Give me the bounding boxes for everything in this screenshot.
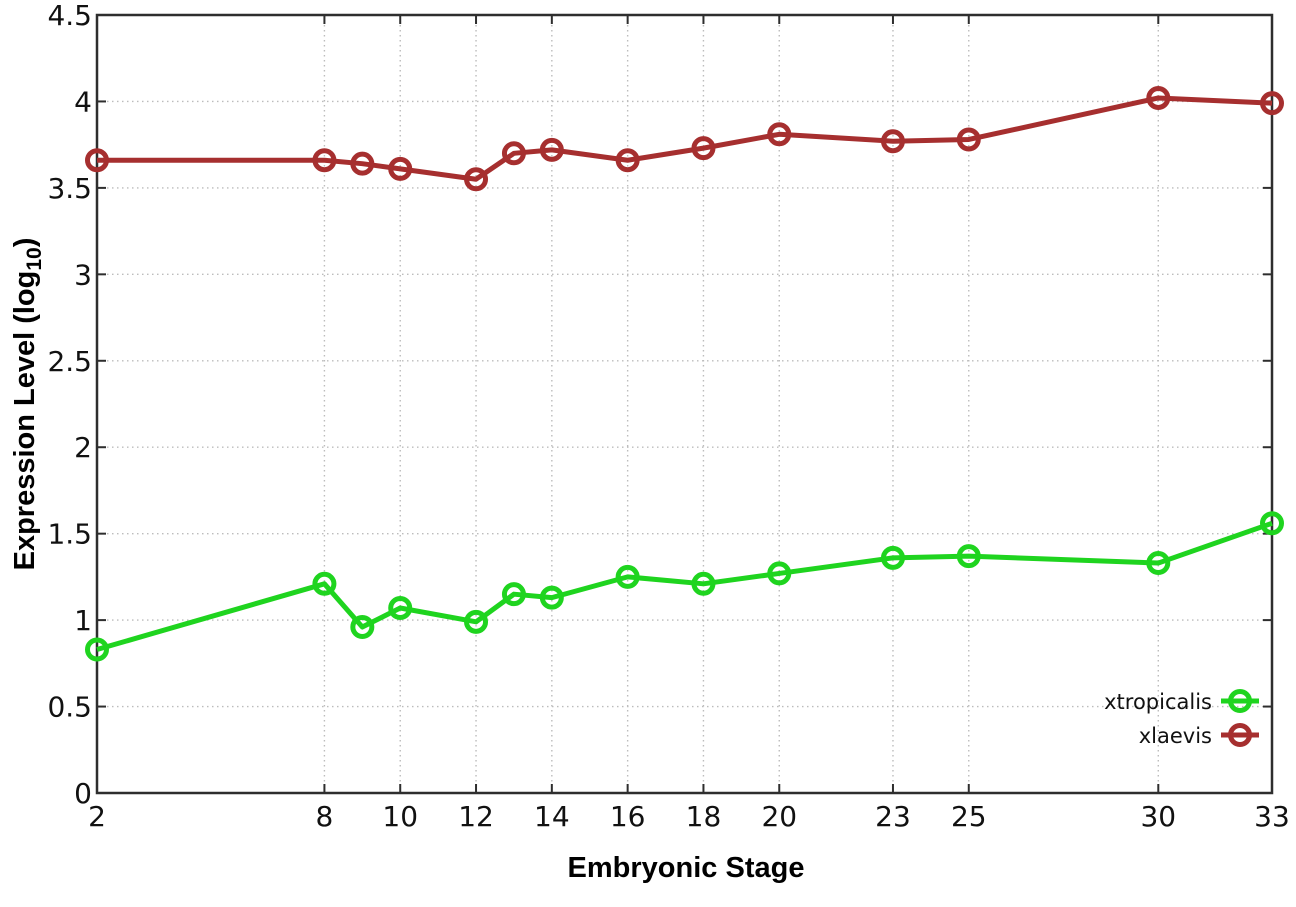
data-point-xlaevis [615,148,640,173]
data-point-xlaevis [350,151,375,176]
data-point-xlaevis [1146,85,1171,110]
data-point-xlaevis [312,148,337,173]
data-point-xlaevis [767,122,792,147]
data-point-xtropicalis [1146,551,1171,576]
plot-border [95,13,1274,795]
series-line-xtropicalis [96,520,1273,652]
data-point-xtropicalis [767,561,792,586]
y-tick-label: 2 [74,431,92,464]
data-point-xlaevis [388,156,413,181]
legend-marker-xlaevis [1228,723,1252,747]
y-axis-title: Expression Level (log10) [9,238,46,571]
grid-layer [96,14,1273,794]
data-point-xlaevis [880,129,905,154]
data-point-xtropicalis [691,571,716,596]
x-tick-label: 2 [88,800,106,833]
y-tick-label: 0.5 [47,691,92,724]
data-point-xlaevis [464,167,489,192]
legend-label-xtropicalis: xtropicalis [1104,690,1212,714]
data-point-xlaevis [85,148,109,173]
x-tick-label: 16 [610,800,646,833]
data-point-xlaevis [539,137,564,162]
x-tick-label: 25 [951,800,987,833]
data-point-xtropicalis [464,609,489,634]
data-point-xtropicalis [880,545,905,570]
x-tick-label: 14 [534,800,570,833]
legend-marker-xtropicalis [1228,689,1252,713]
legend-layer: xtropicalis xlaevis [1104,689,1259,748]
data-point-xtropicalis [615,564,640,589]
y-axis-title-subscript: 10 [23,247,46,270]
data-point-xlaevis [691,136,716,161]
y-tick-label: 4.5 [47,0,92,32]
x-tick-label: 12 [458,800,494,833]
x-tick-label: 33 [1254,800,1290,833]
y-axis-title-close: ) [9,238,41,248]
y-tick-label: 1.5 [47,518,92,551]
data-point-xlaevis [1260,91,1284,116]
x-tick-label: 18 [686,800,722,833]
data-point-xtropicalis [956,544,981,569]
x-tick-label: 23 [875,800,911,833]
data-point-xtropicalis [539,585,564,610]
x-tick-label: 20 [761,800,797,833]
y-tick-label: 2.5 [47,345,92,378]
data-point-xtropicalis [501,582,526,607]
data-point-xlaevis [956,127,981,152]
y-axis-title-main: Expression Level (log [9,271,41,571]
data-point-xtropicalis [350,615,375,640]
x-tick-label: 8 [316,800,334,833]
data-point-xtropicalis [1260,511,1284,536]
legend-label-xlaevis: xlaevis [1139,724,1212,748]
y-tick-label: 1 [74,604,92,637]
x-axis-title: Embryonic Stage [568,852,805,884]
y-tick-label: 4 [74,85,92,118]
data-point-xtropicalis [85,637,109,662]
data-point-xtropicalis [312,571,337,596]
y-tick-label: 3 [74,258,92,291]
data-point-xlaevis [501,141,526,166]
x-tick-label: 30 [1140,800,1176,833]
data-point-xtropicalis [388,596,413,621]
series-layer [85,85,1284,662]
axes-layer: 2 8 10 12 14 16 18 20 23 25 30 33 0 0.5 1 1.5 2 2.5 3 3.5 4 4… [47,0,1289,833]
x-tick-label: 10 [382,800,418,833]
series-line-xlaevis [97,95,1273,182]
y-tick-label: 3.5 [47,172,92,205]
y-tick-label: 0 [74,777,92,810]
